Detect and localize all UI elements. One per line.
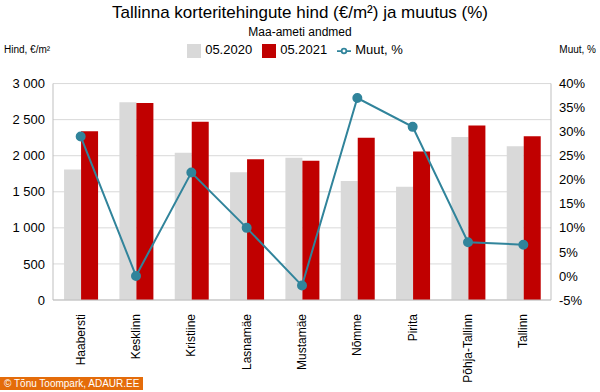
svg-text:10%: 10% (559, 220, 585, 235)
svg-text:Nõmme: Nõmme (350, 314, 364, 356)
html-text:© Tõnu Toompark, ADAUR.EE: © Tõnu Toompark, ADAUR.EE (4, 378, 140, 389)
svg-text:Mustamäe: Mustamäe (295, 314, 309, 370)
svg-text:1 500: 1 500 (12, 184, 45, 199)
svg-text:25%: 25% (559, 148, 585, 163)
svg-text:40%: 40% (559, 76, 585, 91)
svg-text:20%: 20% (559, 172, 585, 187)
svg-text:0: 0 (38, 293, 45, 308)
svg-text:Põhja-Tallinn: Põhja-Tallinn (461, 314, 475, 383)
svg-text:0%: 0% (559, 269, 578, 284)
svg-text:-5%: -5% (559, 293, 583, 308)
svg-text:Haabersti: Haabersti (74, 314, 88, 365)
svg-text:Kesklinn: Kesklinn (129, 314, 143, 359)
html-text:Hind, €/m²: Hind, €/m² (4, 44, 51, 55)
html-text:05.2020: 05.2020 (205, 42, 253, 57)
svg-text:Lasnamäe: Lasnamäe (240, 314, 254, 370)
html-text:Tallinna korteritehingute hind: Tallinna korteritehingute hind (€/m²) ja… (112, 3, 488, 22)
html-text:Maa-ameti andmed: Maa-ameti andmed (248, 25, 352, 39)
svg-text:Kristiine: Kristiine (184, 314, 198, 357)
svg-text:Pirita: Pirita (406, 314, 420, 342)
html-text:05.2021: 05.2021 (280, 42, 328, 57)
svg-text:2 500: 2 500 (12, 112, 45, 127)
svg-text:Tallinn: Tallinn (516, 314, 530, 348)
svg-text:15%: 15% (559, 196, 585, 211)
svg-text:1 000: 1 000 (12, 220, 45, 235)
html-text:Muut, %: Muut, % (355, 42, 403, 57)
svg-text:35%: 35% (559, 100, 585, 115)
svg-text:5%: 5% (559, 245, 578, 260)
svg-text:3 000: 3 000 (12, 76, 45, 91)
html-text:Muut, %: Muut, % (559, 44, 596, 55)
svg-text:500: 500 (23, 257, 45, 272)
svg-text:2 000: 2 000 (12, 148, 45, 163)
svg-text:30%: 30% (559, 124, 585, 139)
